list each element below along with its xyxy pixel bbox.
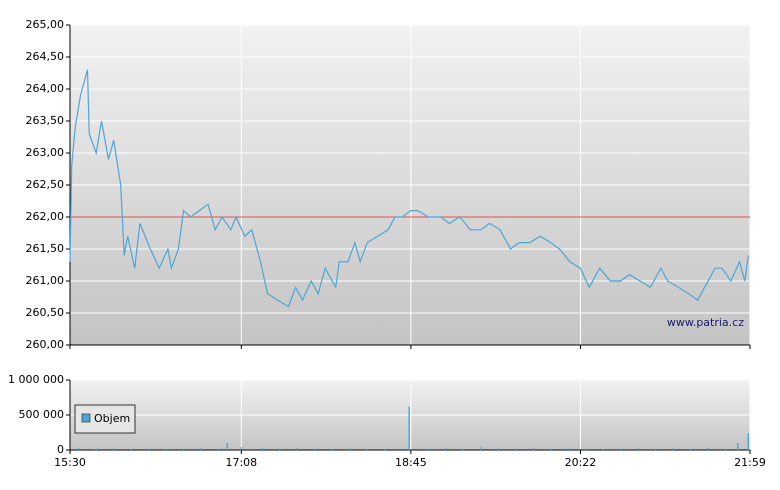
volume-bar [689, 448, 692, 450]
volume-bar [200, 448, 202, 450]
volume-bar [737, 443, 739, 450]
volume-bar [366, 448, 368, 450]
y-tick-label: 500 000 [19, 408, 65, 421]
y-tick-label: 262,00 [26, 210, 65, 223]
volume-bar [515, 448, 517, 450]
volume-bar [672, 448, 674, 450]
volume-bar [724, 448, 727, 450]
y-tick-label: 260,50 [26, 306, 65, 319]
volume-bar [619, 448, 622, 450]
volume-bar [217, 448, 220, 450]
volume-bar [165, 448, 167, 450]
volume-bar [427, 448, 430, 450]
volume-bar [480, 447, 482, 450]
volume-bar [654, 448, 657, 450]
y-tick-label: 1 000 000 [8, 373, 64, 386]
y-tick-label: 264,50 [26, 50, 65, 63]
legend-label: Objem [94, 412, 130, 425]
volume-bar [331, 448, 333, 450]
price-line [69, 69, 749, 308]
volume-bar [637, 447, 639, 450]
volume-bar [147, 448, 150, 450]
volume-bar [279, 448, 281, 450]
y-tick-label: 262,50 [26, 178, 65, 191]
y-tick-label: 260,00 [26, 338, 65, 351]
volume-bar [497, 448, 499, 450]
volume-bar [226, 443, 229, 450]
y-tick-label: 0 [57, 443, 64, 456]
volume-bar [261, 447, 263, 450]
volume-bar [462, 448, 465, 450]
y-tick-label: 263,00 [26, 146, 65, 159]
y-tick-label: 261,00 [26, 274, 65, 287]
volume-bar [78, 447, 80, 450]
watermark: www.patria.cz [667, 316, 744, 329]
volume-bar [567, 448, 569, 450]
volume-bar [445, 447, 447, 450]
volume-bar [602, 448, 604, 450]
volume-bar [550, 448, 552, 450]
x-tick-label: 18:45 [395, 456, 427, 469]
volume-bar [296, 447, 298, 450]
y-tick-label: 265,00 [26, 18, 65, 31]
volume-bar [130, 448, 132, 450]
legend-swatch [81, 413, 91, 423]
x-tick-label: 20:22 [565, 456, 597, 469]
volume-bar [747, 433, 749, 450]
volume-bar [182, 448, 185, 450]
volume-bar [584, 448, 587, 450]
volume-bar [707, 447, 709, 450]
volume-bar [383, 448, 386, 450]
volume-bar [95, 448, 97, 450]
volume-bar [113, 448, 115, 450]
x-tick-label: 21:59 [734, 456, 766, 469]
volume-bar [240, 447, 243, 450]
volume-bar [408, 406, 410, 450]
y-tick-label: 261,50 [26, 242, 65, 255]
volume-bar [348, 448, 351, 450]
y-tick-label: 263,50 [26, 114, 65, 127]
volume-bar [314, 448, 316, 450]
x-tick-label: 15:30 [54, 456, 86, 469]
y-tick-label: 264,00 [26, 82, 65, 95]
x-tick-label: 17:08 [225, 456, 257, 469]
volume-bar [532, 447, 534, 450]
